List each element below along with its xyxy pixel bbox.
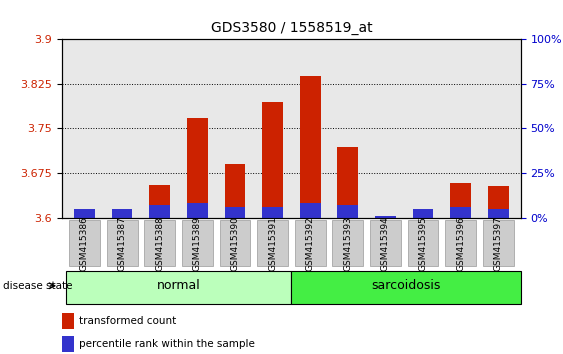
Text: GSM415396: GSM415396 <box>456 216 465 271</box>
Text: GSM415393: GSM415393 <box>343 216 352 271</box>
Bar <box>62 313 74 329</box>
FancyBboxPatch shape <box>445 221 476 266</box>
FancyBboxPatch shape <box>106 221 137 266</box>
Text: GSM415390: GSM415390 <box>230 216 239 271</box>
Text: GSM415392: GSM415392 <box>306 216 315 271</box>
FancyBboxPatch shape <box>66 271 292 304</box>
Bar <box>337 147 358 218</box>
Text: GSM415391: GSM415391 <box>268 216 277 271</box>
Text: GSM415386: GSM415386 <box>80 216 89 271</box>
Text: sarcoidosis: sarcoidosis <box>372 279 441 292</box>
Bar <box>149 205 170 218</box>
Bar <box>187 118 208 218</box>
Title: GDS3580 / 1558519_at: GDS3580 / 1558519_at <box>211 21 372 35</box>
Text: GSM415387: GSM415387 <box>118 216 127 271</box>
FancyBboxPatch shape <box>182 221 213 266</box>
Bar <box>74 210 95 218</box>
Bar <box>262 102 283 218</box>
Bar <box>375 217 396 218</box>
FancyBboxPatch shape <box>257 221 288 266</box>
Bar <box>112 209 132 218</box>
Text: disease state: disease state <box>3 281 72 291</box>
Bar <box>413 209 434 218</box>
Bar <box>149 185 170 218</box>
Text: normal: normal <box>157 279 200 292</box>
Bar <box>74 209 95 218</box>
Bar <box>225 164 245 218</box>
Text: GSM415395: GSM415395 <box>418 216 427 271</box>
Bar <box>225 207 245 218</box>
Bar <box>187 204 208 218</box>
FancyBboxPatch shape <box>292 271 521 304</box>
Bar <box>300 204 320 218</box>
Text: GSM415388: GSM415388 <box>155 216 164 271</box>
FancyBboxPatch shape <box>69 221 100 266</box>
Text: GSM415394: GSM415394 <box>381 216 390 271</box>
FancyBboxPatch shape <box>408 221 439 266</box>
Text: GSM415389: GSM415389 <box>193 216 202 271</box>
Bar <box>337 205 358 218</box>
Text: transformed count: transformed count <box>79 316 176 326</box>
Bar <box>450 207 471 218</box>
Text: percentile rank within the sample: percentile rank within the sample <box>79 339 254 349</box>
Bar <box>62 336 74 352</box>
FancyBboxPatch shape <box>295 221 325 266</box>
Bar <box>413 210 434 218</box>
Bar <box>450 183 471 218</box>
FancyBboxPatch shape <box>220 221 251 266</box>
Bar <box>262 207 283 218</box>
FancyBboxPatch shape <box>332 221 363 266</box>
Bar <box>300 76 320 218</box>
Bar <box>488 209 508 218</box>
Text: GSM415397: GSM415397 <box>494 216 503 271</box>
Bar <box>375 216 396 218</box>
FancyBboxPatch shape <box>144 221 175 266</box>
FancyBboxPatch shape <box>370 221 401 266</box>
FancyBboxPatch shape <box>483 221 513 266</box>
Bar <box>112 213 132 218</box>
Bar <box>488 186 508 218</box>
